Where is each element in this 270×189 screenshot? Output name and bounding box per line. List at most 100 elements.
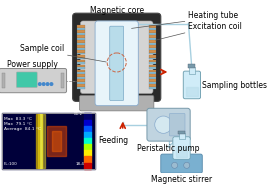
Text: FL:100: FL:100 [4,162,17,166]
Text: Sampling bottles: Sampling bottles [202,81,267,90]
Bar [77,43,85,45]
Bar [77,57,85,59]
Bar [38,114,42,168]
Bar [77,30,85,33]
Bar [186,87,198,96]
Bar [2,113,95,169]
FancyBboxPatch shape [183,71,201,99]
Bar [77,40,85,43]
Bar [77,28,85,30]
Bar [77,70,85,72]
Bar [77,77,85,79]
Bar [149,82,156,84]
Bar [149,45,156,48]
Bar [149,67,156,69]
Bar [84,150,91,156]
Bar [149,30,156,33]
FancyBboxPatch shape [16,72,37,88]
Bar [2,113,95,169]
Circle shape [155,116,172,133]
Bar [178,133,185,139]
FancyBboxPatch shape [173,137,190,159]
Bar [77,72,85,74]
Circle shape [38,83,41,85]
Text: Max  83.3 °C: Max 83.3 °C [4,116,32,121]
Text: Magnetic stirrer: Magnetic stirrer [151,175,212,184]
Bar [149,87,156,89]
Bar [149,43,156,45]
Bar [77,62,85,64]
Bar [77,65,85,67]
FancyBboxPatch shape [73,13,161,101]
Bar [149,77,156,79]
Bar [84,138,91,144]
Bar [178,131,185,134]
Text: Magnetic core: Magnetic core [90,6,144,15]
Bar [189,67,195,74]
Bar [149,72,156,74]
FancyBboxPatch shape [170,113,185,136]
Bar [84,163,91,169]
Bar [84,132,91,138]
Text: Excitation coil: Excitation coil [188,22,242,31]
Text: Max  79.1 °C: Max 79.1 °C [4,122,32,126]
Bar [149,53,156,54]
Bar [149,57,156,59]
Text: Feeding: Feeding [98,136,128,145]
Bar [149,35,156,38]
FancyBboxPatch shape [80,21,153,94]
Text: Peristaltic pump: Peristaltic pump [137,144,200,153]
Text: 86.2: 86.2 [74,112,83,116]
Bar [47,126,66,156]
Bar [77,50,85,53]
Bar [77,82,85,84]
Circle shape [42,83,45,85]
Circle shape [50,83,53,85]
Bar [84,120,91,126]
Bar [149,48,156,50]
FancyBboxPatch shape [161,154,202,173]
Bar [149,38,156,40]
Bar [84,113,91,120]
Circle shape [46,83,49,85]
Bar [149,40,156,43]
Circle shape [184,162,190,168]
Bar [77,38,85,40]
Bar [77,84,85,87]
Bar [77,45,85,48]
Bar [2,73,5,88]
Bar [149,50,156,53]
Bar [149,84,156,87]
Bar [149,70,156,72]
Bar [149,55,156,57]
Bar [77,60,85,62]
Bar [52,131,60,152]
Bar [149,62,156,64]
Bar [176,147,187,157]
Bar [149,65,156,67]
Bar [84,126,91,132]
Circle shape [172,162,178,168]
Text: Average  84.1 °C: Average 84.1 °C [4,127,42,131]
Bar [84,144,91,150]
Bar [77,53,85,54]
Bar [84,156,91,163]
Bar [77,35,85,38]
Text: 18.4: 18.4 [76,162,85,166]
Bar [77,67,85,69]
FancyBboxPatch shape [0,69,67,93]
Bar [77,48,85,50]
Bar [77,87,85,89]
Bar [60,73,64,88]
Bar [77,25,85,28]
Bar [188,64,195,68]
FancyBboxPatch shape [95,21,138,106]
Text: Power supply: Power supply [7,60,58,69]
Bar [149,74,156,77]
Bar [149,28,156,30]
Text: Heating tube: Heating tube [188,11,239,20]
Bar [77,33,85,35]
FancyBboxPatch shape [80,95,154,111]
Bar [149,33,156,35]
FancyBboxPatch shape [147,108,190,141]
